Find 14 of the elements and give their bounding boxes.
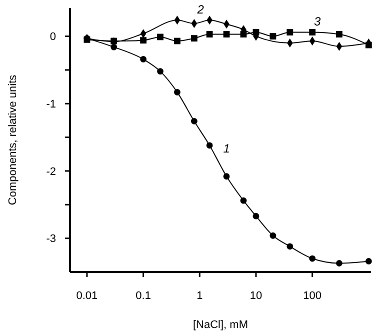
series-label: 1 bbox=[223, 142, 230, 156]
y-tick-label: -3 bbox=[46, 233, 56, 246]
x-tick-label: 1 bbox=[196, 290, 203, 302]
y-tick-label: 0 bbox=[50, 31, 56, 44]
series-label: 3 bbox=[314, 14, 321, 28]
series-label: 2 bbox=[196, 2, 204, 16]
x-tick-label: 100 bbox=[303, 290, 322, 302]
x-tick-label: 10 bbox=[250, 290, 262, 302]
x-axis-title: [NaCl], mM bbox=[193, 319, 248, 331]
y-tick-label: -1 bbox=[46, 98, 56, 110]
y-tick-label: -2 bbox=[46, 166, 56, 178]
x-tick-label: 0.1 bbox=[136, 290, 151, 302]
y-axis-title: Components, relative units bbox=[7, 74, 19, 206]
x-tick-label: 0.01 bbox=[76, 290, 98, 302]
